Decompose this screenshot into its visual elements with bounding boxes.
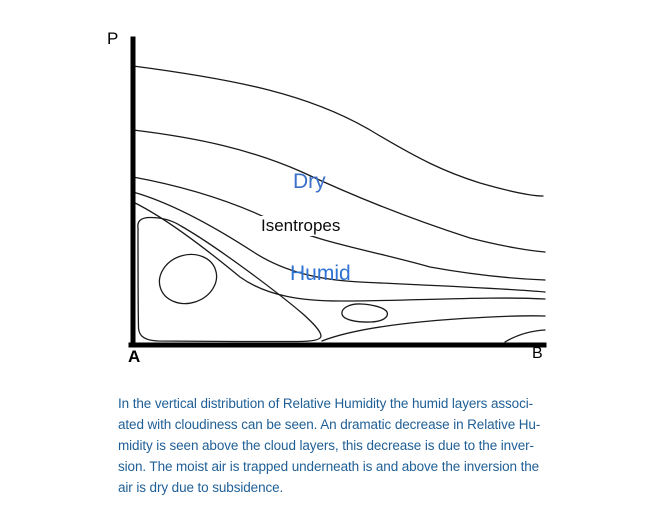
- point-a-label: A: [128, 347, 141, 366]
- caption-line: In the vertical distribution of Relative…: [118, 396, 534, 411]
- humid-core-ellipse: [158, 253, 218, 305]
- dry-region-label: Dry: [293, 170, 326, 193]
- isentrope-curve-4: [132, 191, 546, 293]
- caption-line: air is dry due to subsidence.: [118, 479, 284, 495]
- isentrope-curve-5: [132, 201, 546, 302]
- isentropes-label: Isentropes: [258, 216, 344, 236]
- pressure-axis-label: P: [107, 29, 119, 48]
- isentrope-curve-2: [132, 129, 546, 253]
- isentrope-curve-1: [132, 65, 544, 197]
- isentrope-curve-3: [132, 176, 546, 281]
- caption-line: ated with cloudiness can be seen. An dra…: [118, 416, 541, 432]
- isentrope-curve-6: [321, 315, 546, 342]
- point-b-label: B: [532, 345, 543, 362]
- caption-line: sion. The moist air is trapped underneat…: [118, 458, 540, 474]
- humid-region-closed-contour: [137, 216, 322, 343]
- caption-line: midity is seen above the cloud layers, t…: [118, 437, 534, 453]
- humid-region-label: Humid: [290, 262, 351, 285]
- figure-caption: In the vertical distribution of Relative…: [118, 394, 588, 499]
- small-moist-blob: [341, 303, 389, 323]
- isentrope-curve-7: [504, 329, 546, 343]
